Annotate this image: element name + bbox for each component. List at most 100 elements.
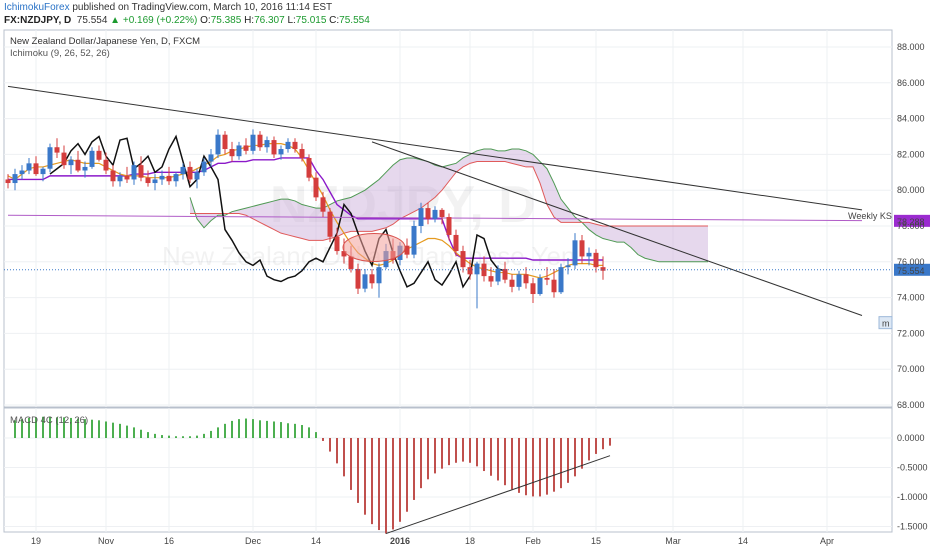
last-price-value: 75.554 — [897, 266, 925, 276]
candle-body — [285, 141, 291, 150]
y-tick-label: 70.000 — [897, 364, 925, 374]
macd-bar — [567, 438, 569, 483]
candle-body — [180, 166, 186, 175]
candle-body — [425, 208, 431, 219]
candle-body — [446, 217, 452, 235]
macd-bar — [609, 438, 611, 446]
macd-bar — [245, 418, 247, 438]
candle-body — [565, 265, 571, 268]
macd-bar — [252, 419, 254, 438]
macd-bar — [154, 433, 156, 438]
macd-bar — [98, 420, 100, 438]
candle-body — [166, 175, 172, 182]
candle-body — [579, 240, 585, 257]
y-tick-label: 74.000 — [897, 293, 925, 303]
cloud-segment — [414, 157, 421, 212]
cloud-segment — [295, 200, 302, 239]
cloud-segment — [302, 204, 309, 241]
candle-body — [61, 152, 67, 166]
candle-body — [586, 252, 592, 257]
price-axis[interactable]: 88.000 86.000 84.000 82.000 80.000 78.000 76.0… — [897, 42, 925, 410]
open-label: O: — [200, 15, 211, 26]
macd-bar — [483, 438, 485, 472]
candle-body — [75, 159, 81, 171]
high-label: H: — [244, 15, 255, 26]
candle-body — [103, 159, 109, 171]
x-tick-label: Mar — [665, 536, 681, 546]
candle-body — [187, 166, 193, 180]
x-tick-label: 2016 — [390, 536, 410, 546]
candle-body — [152, 179, 158, 184]
marker-label: m — [882, 319, 890, 329]
macd-bar — [259, 420, 261, 438]
macd-bar — [70, 417, 72, 438]
candle-body — [544, 277, 550, 280]
macd-bar — [266, 420, 268, 438]
macd-bar — [511, 438, 513, 490]
candle-body — [530, 283, 536, 295]
macd-bar — [301, 425, 303, 438]
candle-body — [537, 277, 543, 295]
macd-bar — [602, 438, 604, 450]
macd-bar — [203, 433, 205, 438]
candle-body — [131, 165, 137, 180]
candle-body — [222, 134, 228, 150]
macd-bar — [343, 438, 345, 477]
weekly-ks-badge — [894, 214, 930, 227]
cloud-segment — [197, 213, 204, 228]
macd-bar — [56, 417, 58, 438]
macd-bar — [315, 432, 317, 438]
x-tick-label: 15 — [591, 536, 601, 546]
macd-bar — [350, 438, 352, 490]
candle-body — [369, 274, 375, 284]
cloud-segment — [645, 226, 652, 261]
cloud-segment — [351, 193, 358, 232]
candle-body — [355, 268, 361, 289]
chart-header: IchimokuForex published on TradingView.c… — [0, 0, 932, 30]
candle-body — [488, 276, 494, 282]
quote-line: FX:NZDJPY, D 75.554 ▲ +0.169 (+0.22%) O:… — [4, 15, 370, 26]
candle-body — [516, 274, 522, 287]
cloud-segment — [554, 183, 561, 223]
published-text: published on TradingView.com, March 10, … — [69, 2, 333, 13]
macd-bar — [287, 423, 289, 438]
candle-body — [145, 177, 151, 184]
macd-bar — [35, 417, 37, 438]
macd-bar — [105, 421, 107, 438]
cloud-segment — [596, 224, 603, 239]
y-tick-label: 88.000 — [897, 42, 925, 52]
macd-bar — [525, 438, 527, 496]
macd-axis[interactable]: 0.0000 -0.5000 -1.0000 -1.5000 — [897, 433, 928, 532]
candle-body — [509, 279, 515, 287]
candle-body — [250, 134, 256, 151]
candle-body — [257, 134, 263, 148]
cloud-segment — [267, 200, 274, 230]
high-value: 76.307 — [254, 15, 285, 26]
macd-trendline — [385, 455, 611, 535]
cloud-segment — [540, 161, 547, 205]
cloud-segment — [358, 190, 365, 232]
candle-body — [348, 256, 354, 269]
candle-body — [26, 163, 32, 171]
cloud-segment — [589, 222, 596, 235]
candle-body — [439, 209, 445, 218]
chikou-span-line — [49, 134, 506, 289]
macd-bar — [434, 438, 436, 474]
time-axis[interactable]: 19 Nov 16 Dec 14 2016 18 Feb 15 Mar 14 Apr — [31, 536, 834, 546]
candle-body — [201, 161, 207, 173]
macd-bar — [196, 435, 198, 438]
macd-bar — [574, 438, 576, 477]
macd-bar — [133, 427, 135, 438]
candle-body — [96, 150, 102, 160]
macd-bar — [427, 438, 429, 480]
cloud-segment — [260, 202, 267, 226]
candle-body — [362, 274, 368, 289]
publisher-link[interactable]: IchimokuForex — [4, 2, 70, 13]
kijun-sen-line — [8, 157, 603, 261]
cloud-segment — [631, 226, 638, 255]
cloud-segment — [253, 204, 260, 223]
macd-bar — [553, 438, 555, 492]
macd-bar — [91, 419, 93, 438]
candle-body — [12, 174, 18, 184]
